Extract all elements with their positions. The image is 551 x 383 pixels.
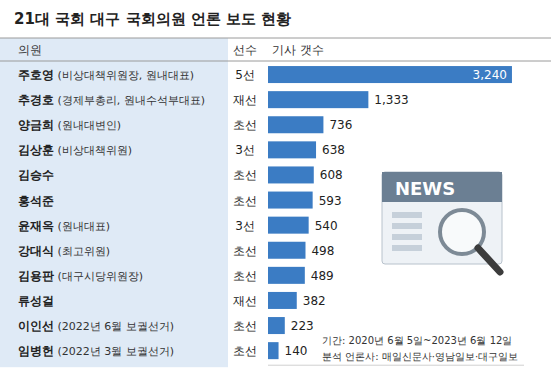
member-name: 윤재옥 xyxy=(18,219,54,233)
term-label: 초선 xyxy=(233,269,257,283)
bar xyxy=(268,166,314,183)
member-role: (원내대변인) xyxy=(54,119,121,132)
data-label: 593 xyxy=(319,194,342,208)
member-role: (비상대책위원장, 원내대표) xyxy=(54,69,194,82)
bars xyxy=(268,66,512,359)
term-label: 초선 xyxy=(233,319,257,333)
data-label: 608 xyxy=(320,168,343,182)
icon-handle xyxy=(478,248,500,272)
bar xyxy=(268,91,368,108)
category-label: 윤재옥 (원내대표) xyxy=(18,219,110,233)
category-label: 양금희 (원내대변인) xyxy=(18,118,121,132)
column-header: 의원 xyxy=(18,43,42,57)
member-role: (비상대책위원) xyxy=(54,144,132,157)
member-name: 주호영 xyxy=(18,68,54,82)
category-label: 홍석준 xyxy=(18,194,54,208)
data-label: 1,333 xyxy=(374,93,408,107)
data-label: 489 xyxy=(311,269,334,283)
term-label: 초선 xyxy=(233,244,257,258)
bar xyxy=(268,217,309,234)
member-name: 홍석준 xyxy=(18,194,54,208)
data-label: 736 xyxy=(329,118,352,132)
member-name: 김상훈 xyxy=(18,143,54,157)
member-name: 추경호 xyxy=(18,93,54,107)
title: 21대 국회 대구 국회의원 언론 보도 현황 xyxy=(14,10,291,28)
data-label: 140 xyxy=(285,344,308,358)
bar xyxy=(268,192,313,209)
name-column-bg xyxy=(0,38,228,367)
icon-line xyxy=(392,223,422,229)
data-label: 3,240 xyxy=(473,68,507,82)
member-role: (대구시당위원장) xyxy=(54,270,143,283)
term-label: 재선 xyxy=(233,93,257,107)
member-role: (원내대표) xyxy=(54,220,110,233)
category-label: 강대식 (최고위원) xyxy=(18,244,110,258)
bar xyxy=(268,141,316,158)
icon-header xyxy=(382,172,502,202)
member-name: 임병헌 xyxy=(18,344,54,358)
member-name: 강대식 xyxy=(18,244,54,258)
member-name: 김용판 xyxy=(18,269,54,283)
data-label: 382 xyxy=(303,294,326,308)
member-name: 이인선 xyxy=(18,319,54,333)
icon-line xyxy=(392,245,422,251)
term-label: 3선 xyxy=(235,143,255,157)
icon-line xyxy=(392,212,422,218)
header-rule xyxy=(0,38,551,39)
column-header: 선수 xyxy=(233,43,257,57)
bar xyxy=(268,116,323,133)
category-label: 류성걸 xyxy=(18,294,54,308)
annotation: 기간: 2020년 6월 5일~2023년 6월 12일 xyxy=(322,335,512,346)
member-name: 양금희 xyxy=(18,118,54,132)
icon-text: NEWS xyxy=(395,178,455,199)
bar xyxy=(268,317,285,334)
category-label: 추경호 (경제부총리, 원내수석부대표) xyxy=(18,93,205,107)
annotation: 분석 언론사: 매일신문사·영남일보·대구일보 xyxy=(322,351,518,362)
data-label: 223 xyxy=(291,319,314,333)
term-label: 초선 xyxy=(233,194,257,208)
header-rule xyxy=(0,61,551,62)
member-name: 류성걸 xyxy=(18,294,54,308)
category-label: 주호영 (비상대책위원장, 원내대표) xyxy=(18,68,194,82)
term-label: 초선 xyxy=(233,344,257,358)
bar xyxy=(268,342,279,359)
member-role: (최고위원) xyxy=(54,245,110,258)
term-label: 초선 xyxy=(233,168,257,182)
term-label: 5선 xyxy=(235,68,255,82)
chart-svg: 21대 국회 대구 국회의원 언론 보도 현황의원 선수 기사 갯수 NEWS 주호영 … xyxy=(0,0,551,383)
bar xyxy=(268,66,512,83)
term-label: 초선 xyxy=(233,118,257,132)
chart-container: 21대 국회 대구 국회의원 언론 보도 현황의원 선수 기사 갯수 NEWS 주호영 … xyxy=(0,0,551,383)
category-label: 이인선 (2022년 6월 보궐선거) xyxy=(18,319,174,333)
value-axis xyxy=(268,365,524,366)
category-label: 김승수 xyxy=(18,168,54,182)
term-label: 재선 xyxy=(233,294,257,308)
category-label: 김상훈 (비상대책위원) xyxy=(18,143,132,157)
bar xyxy=(268,267,305,284)
member-role: (2022년 6월 보궐선거) xyxy=(54,320,174,333)
category-label: 임병헌 (2022년 3월 보궐선거) xyxy=(18,344,174,358)
bar xyxy=(268,292,297,309)
data-label: 638 xyxy=(322,143,345,157)
member-role: (경제부총리, 원내수석부대표) xyxy=(54,94,205,107)
icon-line xyxy=(392,234,422,240)
column-header: 기사 갯수 xyxy=(272,43,324,57)
member-name: 김승수 xyxy=(18,168,54,182)
data-label: 540 xyxy=(315,219,338,233)
member-role: (2022년 3월 보궐선거) xyxy=(54,345,174,358)
bar xyxy=(268,242,305,259)
data-label: 498 xyxy=(311,244,334,258)
term-label: 3선 xyxy=(235,219,255,233)
news-icon: NEWS xyxy=(382,172,502,272)
category-label: 김용판 (대구시당위원장) xyxy=(18,269,143,283)
